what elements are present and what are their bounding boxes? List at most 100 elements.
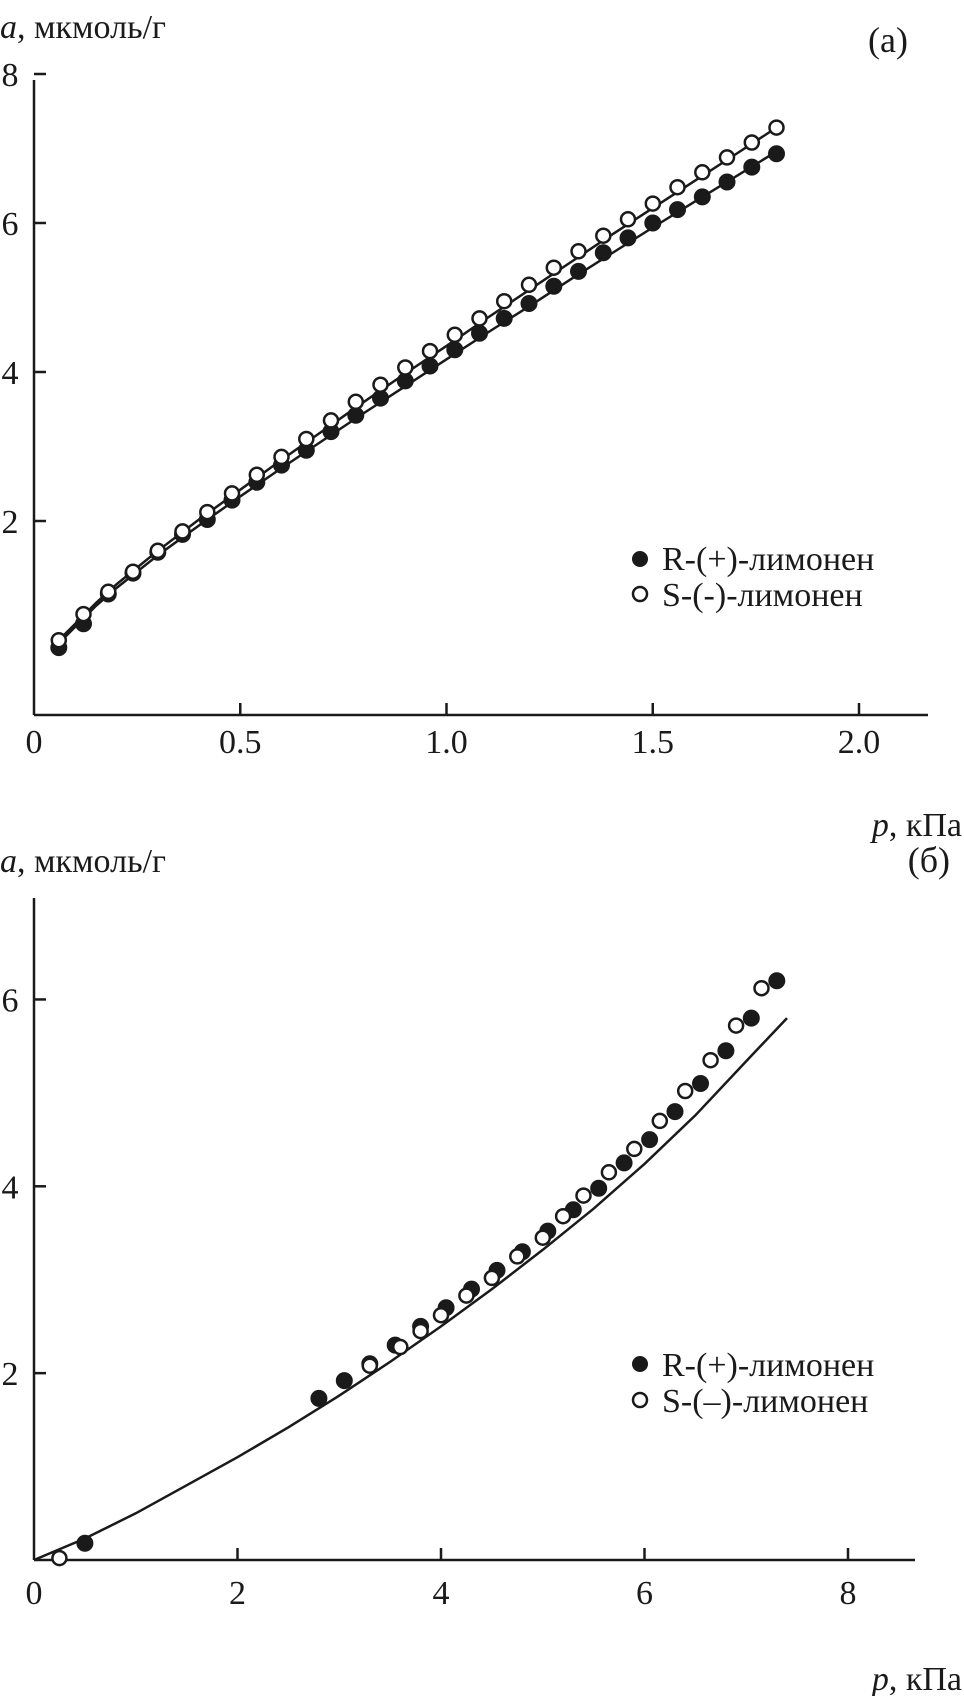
panel-a-point-s-limonene [248,466,266,484]
panel-a-point-s-limonene [149,542,167,560]
panel-a-point-r-limonene [619,229,637,247]
panel-b-x-axis-var: p [870,1661,889,1696]
panel-a-point-r-limonene [718,173,736,191]
panel-b-point-s-limonene [458,1287,475,1304]
panel-b-y-tick-label: 2 [2,1356,19,1393]
panel-a-point-r-limonene [693,188,711,206]
panel-b-legend: R-(+)-лимонен S-(–)-лимонен [631,1347,874,1420]
panel-a-x-tick-label: 0 [26,724,43,761]
panel-a-legend-marker-filled [632,551,648,567]
panel-a-point-r-limonene [570,262,587,280]
panel-a-legend: R-(+)-лимонен S-(-)-лимонен [631,541,874,614]
panel-b-point-r-limonene [615,1154,633,1172]
panel-b-point-r-limonene [641,1131,659,1149]
panel-a-x-tick-label: 1.0 [425,724,468,761]
panel-a-point-s-limonene [223,485,241,502]
panel-a-point-s-limonene [570,243,587,260]
panel-a-label: (а) [868,20,908,60]
panel-a-point-s-limonene [199,503,216,521]
panel-a-point-r-limonene [545,277,563,295]
panel-b-point-s-limonene [534,1229,552,1246]
panel-b-y-tick-label: 6 [2,982,19,1019]
panel-a-x-ticks: 0 0.5 1.0 1.5 2.0 [26,703,881,761]
panel-a-data-points [50,119,785,657]
panel-a-point-s-limonene [495,292,513,310]
panel-a-point-s-limonene [743,134,761,151]
panel-b-y-tick-label: 4 [2,1169,19,1206]
panel-a-x-axis-unit: , кПа [889,807,962,844]
panel-a-x-tick-label: 2.0 [838,724,881,761]
panel-a-point-r-limonene [743,158,761,176]
panel-a-point-r-limonene [520,295,538,312]
panel-a-point-r-limonene [594,244,612,262]
panel-a-y-tick-label: 2 [2,504,19,541]
panel-b-point-s-limonene [432,1306,450,1324]
panel-a-point-s-limonene [75,605,92,623]
panel-b-point-s-limonene [727,1017,745,1034]
panel-b-x-tick-label: 0 [26,1575,43,1612]
panel-b-data-points [51,972,786,1567]
panel-b-point-s-limonene [676,1082,694,1100]
panel-b-point-s-limonene [554,1207,572,1225]
panel-a-point-s-limonene [718,149,736,166]
panel-a-point-s-limonene [124,563,142,580]
panel-a-y-axis-var: a [0,9,17,46]
panel-b-point-r-limonene [335,1372,353,1390]
panel-a-y-axis-title: a, мкмоль/г [0,9,166,46]
panel-a-point-r-limonene [421,357,439,375]
panel-a-point-s-limonene [595,227,612,244]
panel-a-y-axis-unit: , мкмоль/г [17,9,166,46]
panel-a-point-s-limonene [619,211,637,228]
panel-b-fit-curves [33,1017,788,1562]
panel-a-point-s-limonene [520,276,538,294]
panel-b-legend-marker-open [631,1391,649,1409]
panel-b-y-axis-var: a [0,843,17,880]
panel-b-x-axis-title: p, кПа [870,1661,962,1696]
panel-b-point-s-limonene [651,1112,669,1130]
panel-b-point-r-limonene [76,1534,94,1552]
panel-a-point-s-limonene [347,393,365,411]
panel-b-point-s-limonene [392,1338,409,1356]
panel-b-point-r-limonene [590,1179,608,1197]
panel-a-point-s-limonene [50,631,68,649]
panel-b-point-s-limonene [412,1322,429,1340]
panel-b-x-axis-unit: , кПа [889,1661,962,1696]
panel-a-y-tick-label: 6 [2,206,19,243]
panel-a-point-s-limonene [471,310,488,327]
panel-a-point-s-limonene [768,119,785,136]
panel-a-point-r-limonene [446,341,464,359]
panel-a-point-s-limonene [545,259,563,276]
panel-b-point-s-limonene [51,1549,68,1567]
panel-a-point-s-limonene [322,412,340,429]
panel-b-point-s-limonene [753,979,770,997]
panel-b-x-tick-label: 4 [433,1575,450,1612]
panel-a-point-s-limonene [298,430,315,448]
panel-a-x-tick-label: 0.5 [219,724,262,761]
panel-b-fit-curve-1 [33,1017,788,1562]
panel-a-point-r-limonene [495,309,513,327]
panel-b-x-tick-label: 6 [636,1575,653,1612]
panel-b-point-s-limonene [702,1051,719,1069]
panel-b-point-r-limonene [310,1389,328,1407]
panel-b-legend-marker-filled [632,1356,648,1372]
panel-a-y-tick-label: 8 [2,57,19,94]
panel-b-point-s-limonene [361,1357,379,1374]
panel-a-point-r-limonene [471,324,488,342]
panel-b-x-ticks: 0 2 4 6 8 [26,1548,857,1612]
panel-b-legend-label-s: S-(–)-лимонен [662,1383,868,1420]
panel-a-point-r-limonene [644,214,662,232]
panel-a-x-tick-label: 1.5 [632,724,675,761]
panel-a-point-s-limonene [372,376,389,393]
panel-b-point-s-limonene [483,1269,501,1287]
panel-a-legend-label-r: R-(+)-лимонен [662,541,874,578]
panel-a-y-ticks: 2 4 6 8 [2,57,46,541]
panel-a-point-s-limonene [397,359,414,376]
panel-b-point-r-limonene [666,1103,684,1121]
panel-b-legend-label-r: R-(+)-лимонен [662,1347,874,1384]
panel-a-point-s-limonene [273,448,290,466]
panel-b-point-s-limonene [509,1248,526,1265]
panel-b-y-axis-title: a, мкмоль/г [0,843,166,880]
panel-b-point-r-limonene [717,1042,735,1060]
panel-b-point-r-limonene [692,1075,709,1092]
